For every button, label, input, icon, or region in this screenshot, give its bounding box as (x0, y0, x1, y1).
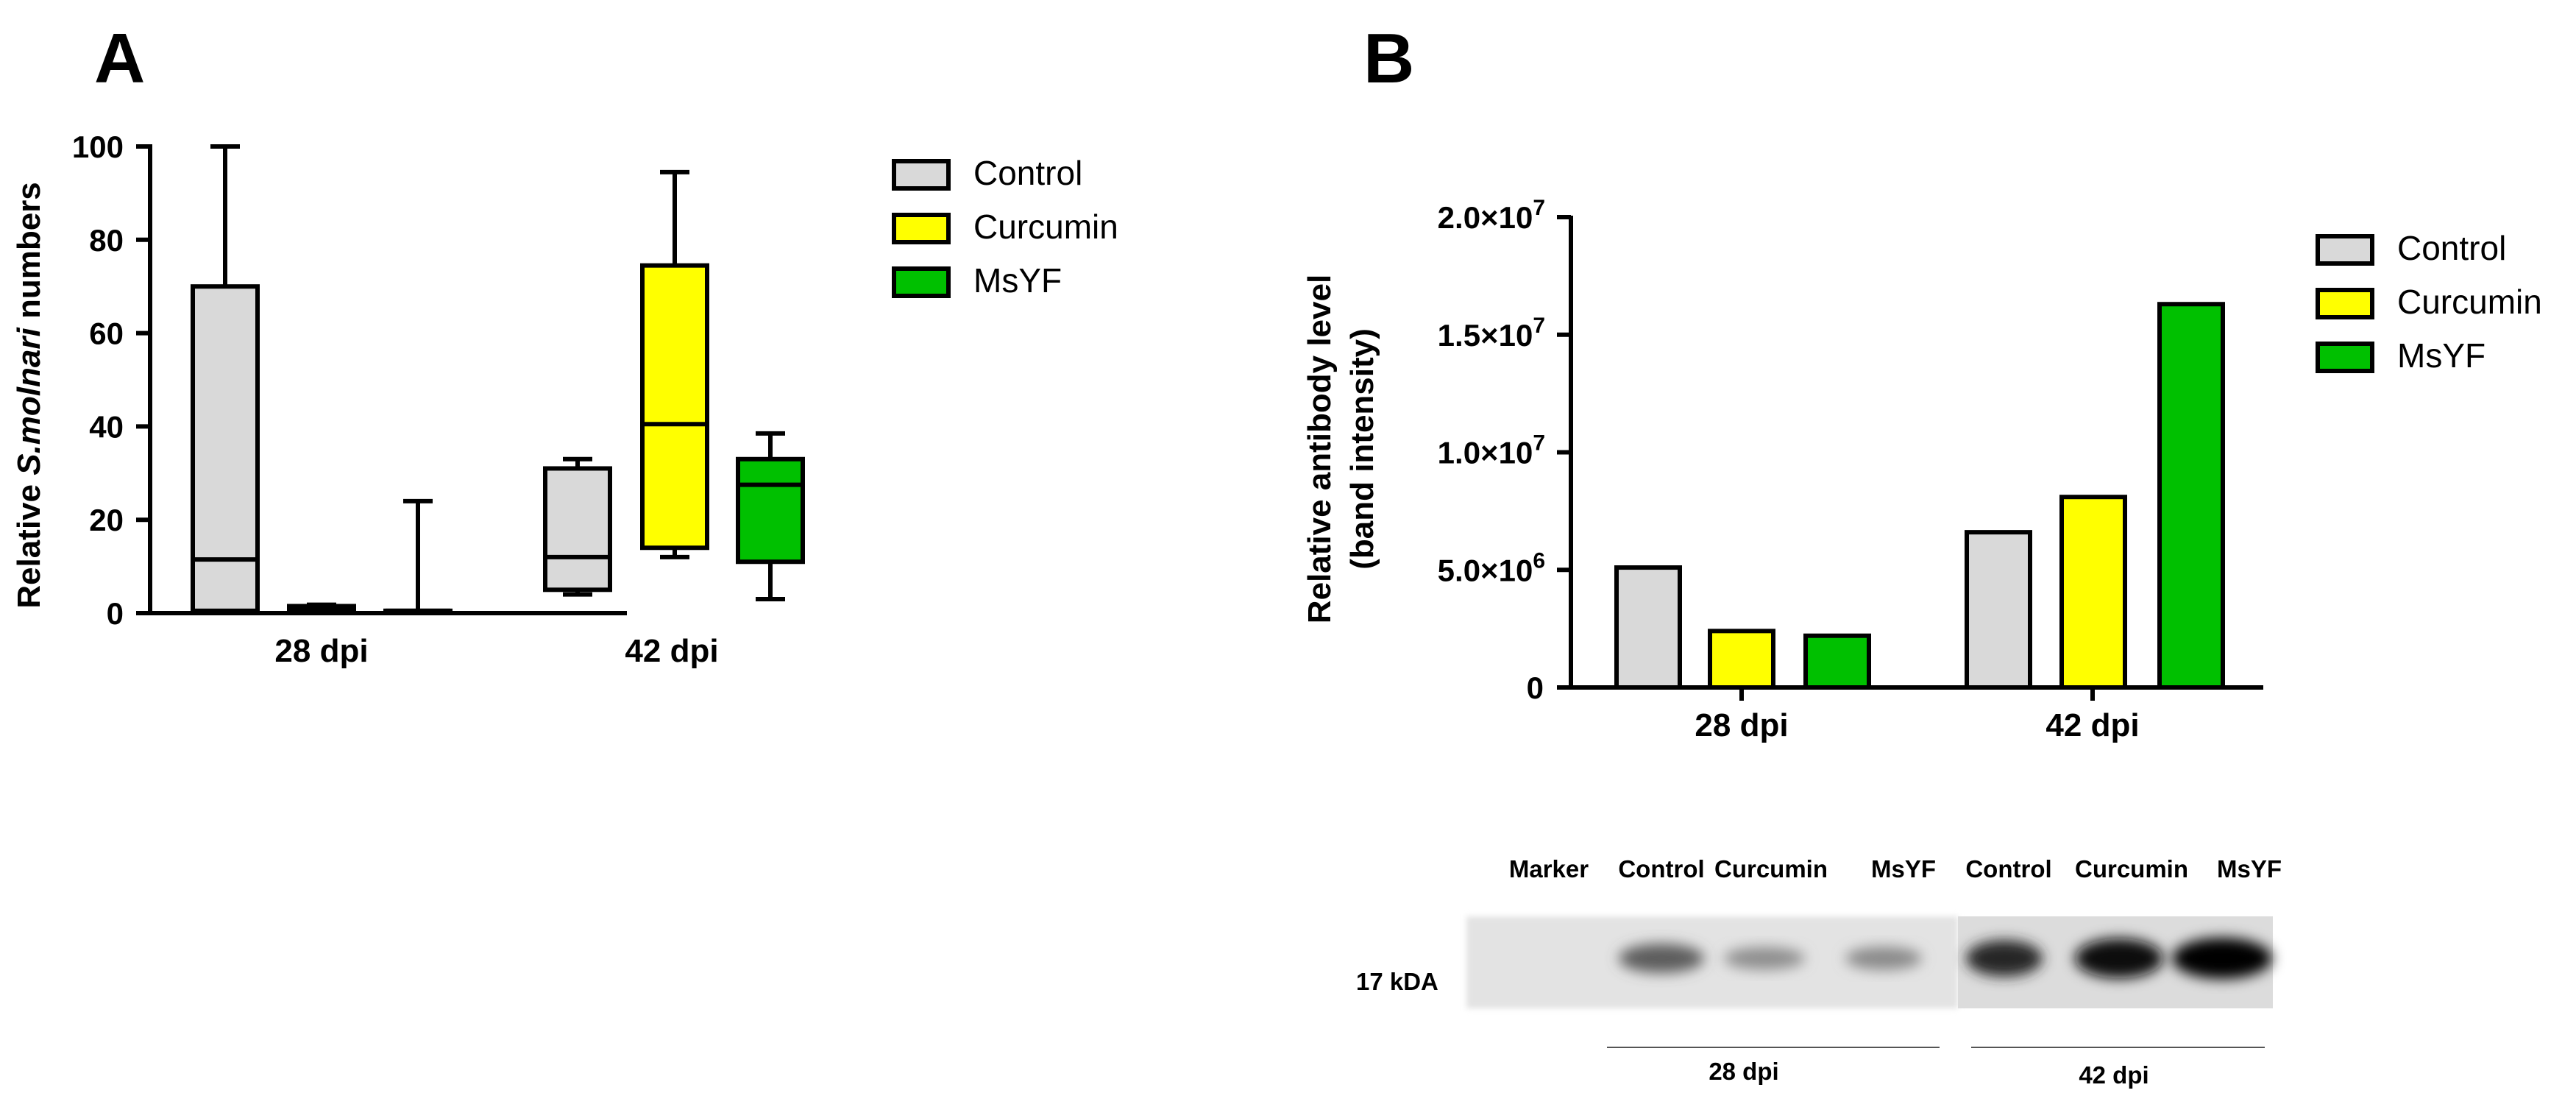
panel-a-ylabel: Relative S.molnari numbers (11, 182, 47, 609)
bar-msyf-1 (2157, 302, 2225, 690)
panel-a-xtick-label: 28 dpi (274, 633, 368, 669)
box-body (640, 263, 709, 551)
panel-b-ytick-label: 5.0×106 (1438, 548, 1545, 587)
blot-lane-label: Curcumin (1714, 855, 1828, 883)
bar-curcumin-0 (1708, 629, 1775, 690)
legend-swatch-curcumin (2316, 288, 2374, 319)
blot-lane-label: MsYF (2217, 855, 2282, 883)
panel-b-ytick-label: 1.5×107 (1438, 314, 1545, 353)
blot-band (2075, 938, 2163, 979)
box-curcumin-1 (640, 169, 709, 559)
blot-band (1845, 947, 1922, 970)
blot-band (2172, 938, 2272, 979)
box-msyf-0 (383, 498, 453, 616)
blot-lane-label: MsYF (1871, 855, 1936, 883)
legend-label-curcumin: Curcumin (973, 208, 1118, 246)
panel-b-xtick-label: 28 dpi (1695, 707, 1788, 743)
panel-a-ytick-label: 0 (107, 596, 124, 631)
legend-label-curcumin: Curcumin (2397, 283, 2542, 321)
panel-b-xtick-label: 42 dpi (2045, 707, 2139, 743)
panel-a-ytick-label: 60 (89, 316, 124, 351)
panel-a-xtick-label: 42 dpi (625, 633, 718, 669)
legend-label-msyf: MsYF (973, 261, 1062, 300)
panel-b-ytick-label: 1.0×107 (1438, 431, 1545, 470)
legend-swatch-control (892, 159, 951, 191)
bar-control-1 (1965, 530, 2032, 690)
bar-msyf-0 (1803, 633, 1871, 690)
panel-a-ytick-label: 20 (89, 503, 124, 537)
panel-b-letter: B (1363, 19, 1414, 98)
panel-b-ylabel-line1: Relative antibody level (1302, 275, 1338, 623)
panel-a-ytick-label: 80 (89, 223, 124, 258)
panel-b-ytick-label: 0 (1527, 671, 1544, 705)
legend-swatch-msyf (2316, 342, 2374, 373)
box-control-0 (191, 144, 260, 613)
blot-band (1966, 940, 2043, 977)
box-body (191, 284, 260, 613)
blot-lane-label: Control (1618, 855, 1704, 883)
blot-lane-label: Control (1965, 855, 2051, 883)
western-blot: Marker Control Curcumin MsYF Control Cur… (1356, 855, 2282, 1089)
legend-swatch-curcumin (892, 213, 951, 244)
legend-label-msyf: MsYF (2397, 336, 2485, 375)
panel-b-ytick-label: 2.0×107 (1438, 196, 1545, 235)
blot-band (1724, 947, 1805, 970)
legend-label-control: Control (2397, 229, 2506, 267)
panel-a-ytick-label: 40 (89, 409, 124, 444)
panel-b-legend: Control Curcumin MsYF (2316, 229, 2542, 375)
legend-label-control: Control (973, 154, 1082, 192)
box-body (736, 456, 805, 565)
blot-group-label: 28 dpi (1709, 1058, 1778, 1085)
panel-a-letter: A (94, 19, 145, 98)
legend-swatch-control (2316, 234, 2374, 266)
blot-lane-label: Curcumin (2075, 855, 2188, 883)
panel-b-chart: Relative antibody level (band intensity)… (1302, 196, 2263, 743)
box-control-1 (543, 456, 612, 597)
panel-a-legend: Control Curcumin MsYF (892, 154, 1118, 300)
blot-marker-label: 17 kDA (1356, 968, 1438, 995)
panel-a-ytick-label: 100 (72, 130, 124, 164)
blot-group-label: 42 dpi (2079, 1061, 2149, 1089)
box-msyf-1 (736, 431, 805, 601)
panel-a-chart: Relative S.molnari numbers 020406080100 … (11, 130, 805, 669)
bar-curcumin-1 (2059, 495, 2127, 690)
box-curcumin-0 (287, 602, 356, 613)
bar-control-0 (1614, 565, 1682, 690)
blot-lane-label: Marker (1509, 855, 1589, 883)
box-body (543, 466, 612, 593)
blot-band (1619, 944, 1704, 973)
panel-b-ylabel-line2: (band intensity) (1344, 328, 1380, 570)
legend-swatch-msyf (892, 266, 951, 298)
